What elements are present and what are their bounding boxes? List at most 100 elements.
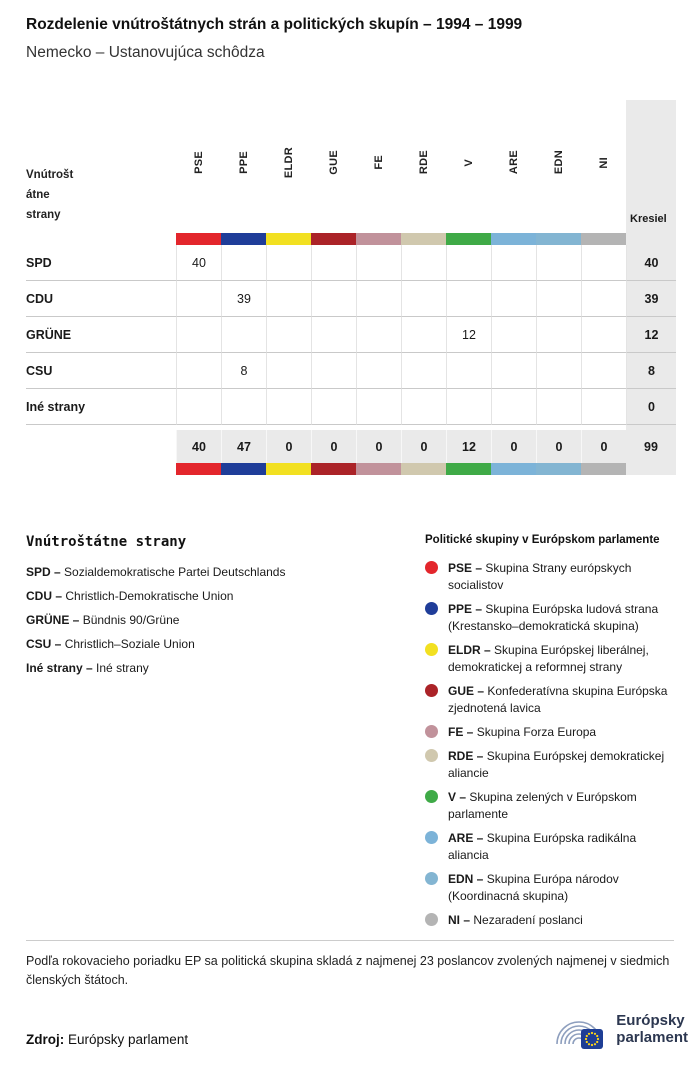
group-color-bar [401, 233, 446, 245]
group-color-bar [311, 233, 356, 245]
seats-cell: 12 [626, 317, 676, 353]
value-cell [221, 389, 266, 425]
value-cell [581, 389, 626, 425]
value-cell [176, 389, 221, 425]
group-color-bar [356, 233, 401, 245]
group-code: PPE [237, 151, 250, 174]
value-cell [356, 245, 401, 281]
source-line: Zdroj: Európsky parlament [26, 1032, 188, 1047]
value-cell [266, 281, 311, 317]
group-color-bar [311, 463, 356, 475]
value-cell [266, 389, 311, 425]
group-column-header: NI [581, 100, 626, 225]
group-legend-text: PPE – Skupina Európska ludová strana (Kr… [448, 602, 659, 633]
value-cell [491, 353, 536, 389]
value-cell: 40 [176, 245, 221, 281]
party-legend: Vnútroštátne strany SPD – Sozialdemokrat… [26, 534, 371, 685]
group-code: NI [597, 156, 610, 169]
group-legend-item: GUE – Konfederatívna skupina Európska zj… [425, 683, 677, 717]
eu-stars [585, 1031, 600, 1047]
value-cell [221, 317, 266, 353]
group-legend-item: PSE – Skupina Strany európskych socialis… [425, 560, 677, 594]
strip-seats-spacer [626, 233, 676, 245]
legend-color-dot [425, 561, 438, 574]
value-cell [491, 317, 536, 353]
group-column-header: PPE [221, 100, 266, 225]
value-cell [401, 389, 446, 425]
value-cell [491, 389, 536, 425]
total-seats-cell: 99 [626, 430, 676, 463]
group-color-bar [446, 463, 491, 475]
group-color-bar [581, 463, 626, 475]
value-cell [491, 245, 536, 281]
group-legend-item: FE – Skupina Forza Europa [425, 724, 677, 741]
group-code: PSE [192, 151, 205, 174]
seats-cell: 39 [626, 281, 676, 317]
value-cell [176, 353, 221, 389]
total-value-cell: 0 [311, 430, 356, 463]
group-legend-text: RDE – Skupina Európskej demokratickej al… [448, 749, 665, 780]
legend-color-dot [425, 602, 438, 615]
strip-spacer [26, 463, 176, 475]
group-color-bar [176, 463, 221, 475]
legend-color-dot [425, 749, 438, 762]
value-cell [401, 317, 446, 353]
seats-cell: 40 [626, 245, 676, 281]
eu-flag-square [581, 1029, 604, 1049]
group-legend-item: RDE – Skupina Európskej demokratickej al… [425, 748, 677, 782]
group-color-bar [581, 233, 626, 245]
legend-color-dot [425, 913, 438, 926]
ep-logo: Európsky parlament [550, 1006, 688, 1052]
group-column-header: V [446, 100, 491, 225]
value-cell [401, 245, 446, 281]
group-legend-text: EDN – Skupina Európa národov (Koordinacn… [448, 872, 619, 903]
total-value-cell: 40 [176, 430, 221, 463]
total-value-cell: 0 [401, 430, 446, 463]
group-legend-text: FE – Skupina Forza Europa [448, 725, 597, 739]
value-cell [311, 317, 356, 353]
value-cell: 12 [446, 317, 491, 353]
distribution-table: Vnútrošt átne strany PSE PPE ELDR GUE FE… [26, 100, 676, 475]
group-color-bar [536, 463, 581, 475]
value-cell [536, 317, 581, 353]
group-color-bar [266, 463, 311, 475]
group-code: ARE [507, 150, 520, 175]
source-text: Európsky parlament [68, 1032, 189, 1047]
value-cell [221, 245, 266, 281]
group-legend-text: NI – Nezaradení poslanci [448, 913, 583, 927]
strip-spacer [26, 233, 176, 245]
legend-color-dot [425, 725, 438, 738]
group-legend-heading: Politické skupiny v Európskom parlamente [425, 534, 660, 546]
value-cell [311, 281, 356, 317]
strip-seats-spacer [626, 463, 676, 475]
seats-header-label: Kresiel [630, 213, 667, 225]
legend-color-dot [425, 684, 438, 697]
value-cell [581, 245, 626, 281]
group-color-bar [491, 463, 536, 475]
value-cell [356, 353, 401, 389]
value-cell [536, 353, 581, 389]
group-legend-item: NI – Nezaradení poslanci [425, 912, 677, 929]
group-code: GUE [327, 150, 340, 175]
value-cell [491, 281, 536, 317]
value-cell [356, 317, 401, 353]
table-gap-seats [626, 425, 676, 430]
group-legend-item: ARE – Skupina Európska radikálna alianci… [425, 830, 677, 864]
page-title: Rozdelenie vnútroštátnych strán a politi… [26, 16, 523, 33]
legend-color-dot [425, 831, 438, 844]
value-cell [311, 389, 356, 425]
party-legend-item: GRÜNE – Bündnis 90/Grüne [26, 613, 180, 627]
group-legend-text: V – Skupina zelených v Európskom parlame… [448, 790, 637, 821]
value-cell: 8 [221, 353, 266, 389]
value-cell [536, 389, 581, 425]
seats-cell: 8 [626, 353, 676, 389]
value-cell [401, 281, 446, 317]
party-name-cell: CSU [26, 353, 176, 389]
group-column-header: EDN [536, 100, 581, 225]
group-column-header: GUE [311, 100, 356, 225]
value-cell [266, 317, 311, 353]
row-header-label: Vnútrošt átne strany [26, 100, 176, 233]
group-code: ELDR [282, 146, 295, 179]
group-color-bar [536, 233, 581, 245]
